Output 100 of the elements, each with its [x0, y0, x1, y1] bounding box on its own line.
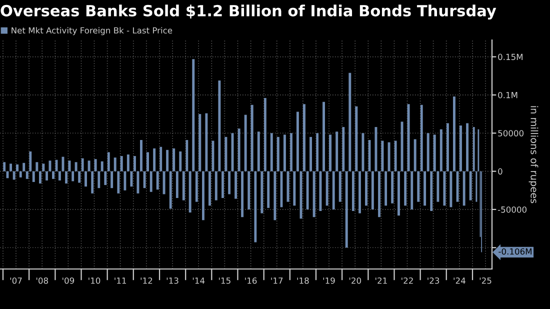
x-tick-label: '13 [166, 277, 178, 284]
bar [440, 129, 442, 172]
bar [462, 171, 466, 206]
bar [16, 164, 19, 172]
bar [371, 171, 374, 210]
bar [326, 171, 328, 206]
bar [352, 171, 354, 211]
y-tick-label: 0.15M [498, 54, 522, 60]
bar [358, 171, 361, 214]
bar [120, 156, 123, 172]
bar [306, 171, 309, 210]
bar [329, 134, 332, 172]
bar [39, 171, 42, 184]
bar [381, 140, 384, 172]
bar [388, 142, 390, 172]
bar [52, 171, 54, 179]
bar [316, 133, 319, 172]
bar [404, 171, 407, 206]
bar [172, 148, 176, 172]
bar [78, 171, 81, 183]
bar [466, 123, 469, 172]
annotation: -0.106M [498, 248, 532, 255]
x-tick-label: '16 [245, 277, 257, 284]
bar [332, 171, 335, 210]
x-tick-label: '23 [428, 277, 440, 284]
bar [153, 148, 156, 172]
bar [424, 171, 426, 206]
x-tick-label: '07 [10, 277, 22, 284]
bar [433, 134, 436, 172]
bar [98, 171, 100, 188]
bar [74, 162, 78, 172]
bar [283, 134, 286, 172]
y-tick-label: 50000 [498, 130, 524, 136]
bar [378, 171, 380, 218]
bar [224, 136, 228, 172]
bar [62, 156, 64, 172]
bar [134, 156, 136, 172]
bar [270, 133, 273, 172]
x-tick-label: '18 [297, 277, 309, 284]
bar [68, 160, 71, 172]
bar [228, 171, 230, 194]
bar [384, 171, 388, 206]
bar [469, 171, 472, 200]
bar [417, 171, 420, 202]
bar [459, 125, 462, 172]
x-tick-label: '08 [36, 277, 48, 284]
bar [188, 171, 192, 213]
bar [414, 139, 416, 172]
bar [430, 171, 433, 211]
x-tick-label: '25 [480, 277, 492, 284]
bar [146, 152, 149, 172]
bar [65, 171, 68, 184]
bar [88, 160, 90, 172]
bar [160, 146, 162, 172]
x-tick-label: '11 [114, 278, 126, 284]
bar [345, 171, 348, 248]
bar [398, 171, 400, 216]
bar [248, 171, 250, 210]
bar [355, 106, 358, 172]
bar [12, 171, 16, 180]
bar [322, 102, 325, 172]
bar [257, 132, 260, 172]
bar [202, 171, 204, 220]
bar [362, 133, 364, 172]
x-tick-label: '21 [376, 277, 387, 284]
bar [46, 171, 48, 180]
bar [293, 171, 296, 206]
bar [244, 114, 247, 172]
bar [162, 171, 166, 194]
bar [100, 161, 104, 172]
bar [238, 128, 240, 172]
bar [267, 171, 270, 208]
bar [452, 96, 456, 172]
bar [446, 123, 449, 172]
bar [117, 171, 120, 194]
bar [36, 162, 38, 172]
bar [182, 171, 185, 200]
x-tick-label: '15 [219, 278, 230, 284]
bar [264, 98, 266, 172]
y2-axis-title: in millions of rupees [528, 106, 538, 204]
bar [274, 171, 276, 220]
bar [195, 171, 198, 202]
bar [254, 171, 257, 242]
bar [400, 122, 404, 172]
y-tick-label: 0.1M [498, 92, 518, 98]
bar [110, 171, 114, 188]
bar [10, 164, 12, 172]
bar [114, 158, 116, 172]
bar [420, 104, 423, 172]
bar [32, 171, 35, 182]
bar [338, 171, 342, 202]
bar [176, 171, 178, 198]
bar [342, 127, 345, 172]
bar [234, 171, 238, 199]
x-tick-label: '10 [88, 277, 100, 284]
x-tick-label: '17 [271, 278, 283, 284]
bar [42, 164, 45, 172]
bar [250, 104, 254, 172]
bar [166, 150, 169, 172]
bar [218, 80, 221, 172]
